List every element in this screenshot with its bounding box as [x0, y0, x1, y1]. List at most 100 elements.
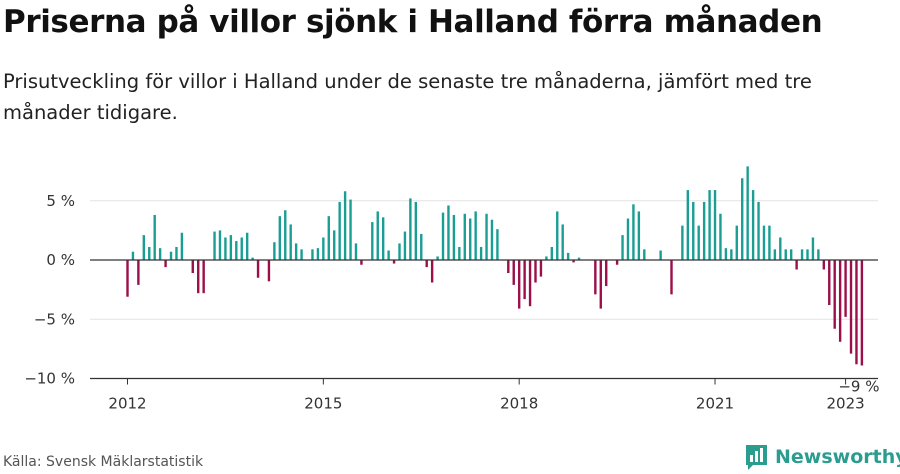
bar-positive [180, 232, 184, 260]
bar-positive [278, 216, 282, 260]
bar-positive [621, 235, 624, 261]
bar-negative [137, 260, 140, 285]
bar-positive [496, 229, 499, 260]
bars [126, 166, 864, 366]
bar-negative [430, 260, 434, 283]
bar-positive [757, 201, 760, 261]
bar-positive [545, 256, 548, 260]
x-tick-label: 2021 [696, 395, 734, 413]
bar-positive [387, 250, 390, 260]
bar-negative [844, 260, 847, 317]
x-tick-label: 2018 [500, 395, 538, 413]
bar-positive [436, 256, 439, 260]
bar-negative [164, 260, 167, 268]
axes [90, 259, 878, 385]
bar-positive [800, 249, 804, 260]
bar-negative [849, 260, 853, 354]
y-tick-label: 5 % [46, 192, 75, 210]
y-tick-label: −10 % [24, 370, 75, 388]
bar-positive [784, 249, 787, 260]
bar-positive [751, 190, 755, 260]
bar-negative [528, 260, 532, 307]
bar-negative [860, 260, 864, 366]
bar-positive [789, 249, 793, 260]
bar-positive [762, 225, 766, 260]
bar-positive [169, 251, 173, 260]
bar-positive [735, 225, 738, 260]
bar-positive [485, 213, 488, 260]
bar-positive [284, 210, 287, 260]
bar-positive [577, 257, 581, 260]
bar-positive [692, 201, 695, 261]
brand-logo: Newsworthy [744, 443, 900, 471]
bar-positive [556, 211, 559, 260]
bar-positive [311, 249, 314, 260]
bar-positive [681, 225, 684, 260]
brand-name: Newsworthy [775, 446, 900, 468]
source-note: Källa: Svensk Mäklarstatistik [3, 454, 204, 470]
bar-positive [294, 243, 298, 260]
bar-positive [643, 249, 646, 260]
bar-positive [131, 251, 135, 260]
bar-positive [376, 211, 379, 260]
bar-positive [474, 211, 477, 260]
bar-negative [425, 260, 428, 268]
bar-positive [719, 213, 722, 260]
bar-positive [409, 198, 412, 260]
bar-positive [327, 216, 330, 260]
bar-positive [349, 199, 352, 260]
bar-positive [632, 204, 635, 261]
bar-negative [833, 260, 836, 329]
bar-negative [539, 260, 543, 277]
bar-negative [594, 260, 597, 295]
bar-positive [441, 212, 445, 260]
bar-positive [403, 231, 407, 260]
bar-negative [392, 260, 396, 264]
bar-positive [637, 211, 641, 260]
x-tick-label: 2012 [108, 395, 146, 413]
bar-positive [469, 218, 472, 261]
bar-negative [670, 260, 673, 295]
bar-positive [713, 190, 717, 260]
bar-positive [490, 219, 494, 260]
bar-positive [724, 248, 728, 260]
bar-positive [338, 201, 341, 261]
bar-positive [741, 178, 744, 261]
bar-positive [452, 214, 456, 260]
bar-positive [561, 224, 564, 260]
bar-positive [414, 201, 418, 261]
bar-negative [267, 260, 271, 282]
bar-negative [197, 260, 200, 294]
bar-negative [534, 260, 537, 283]
bar-negative [572, 260, 575, 263]
bar-positive [371, 222, 374, 260]
bar-positive [463, 213, 466, 260]
x-tick-label: 2015 [304, 395, 342, 413]
bar-positive [142, 235, 146, 261]
bar-positive [806, 249, 809, 260]
bar-positive [811, 237, 815, 260]
bar-positive [817, 249, 820, 260]
bar-positive [768, 225, 771, 260]
bar-negative [126, 260, 129, 297]
y-tick-label: −5 % [34, 310, 75, 328]
bar-positive [779, 237, 782, 260]
bar-positive [479, 246, 483, 261]
y-tick-label: 0 % [46, 251, 75, 269]
bar-negative [855, 260, 858, 365]
bar-positive [398, 243, 401, 260]
tick-labels: 5 % 0 % −5 % −10 % 2012 2015 2018 2021 2023−9 % [24, 192, 879, 413]
last-value-label: −9 % [838, 377, 879, 395]
bar-negative [599, 260, 602, 309]
chart-logo-icon [746, 445, 767, 470]
bar-positive [381, 217, 385, 260]
bar-negative [256, 260, 260, 278]
bar-positive [251, 257, 254, 260]
bar-positive [289, 224, 292, 260]
chart-title: Priserna på villor sjönk i Halland förra… [3, 4, 823, 40]
bar-positive [730, 249, 733, 260]
bar-positive [153, 214, 156, 260]
bar-positive [343, 191, 347, 260]
bar-positive [235, 241, 238, 260]
